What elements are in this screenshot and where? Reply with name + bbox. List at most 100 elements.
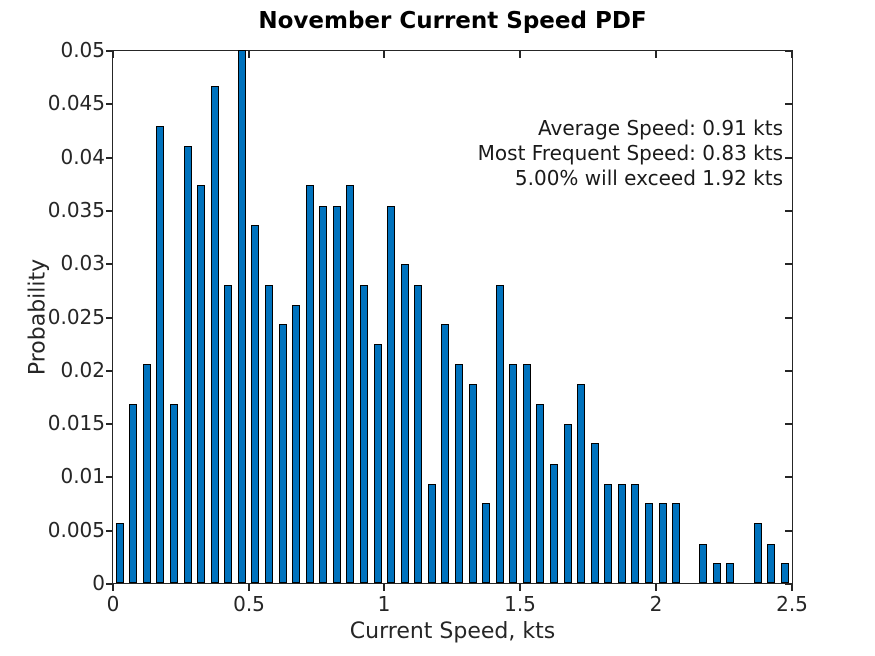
x-tick-label: 1 [377, 592, 391, 616]
y-tick [106, 263, 113, 265]
y-tick-label: 0 [92, 571, 105, 595]
histogram-bar [754, 523, 762, 583]
x-tick-label: 2.5 [776, 592, 808, 616]
y-axis-label: Probability [25, 258, 51, 376]
x-tick-mirror [112, 51, 114, 58]
y-tick-mirror [785, 157, 792, 159]
x-axis-label: Current Speed, kts [349, 619, 556, 644]
histogram-bar [428, 484, 436, 583]
y-tick [106, 370, 113, 372]
histogram-bar [129, 404, 137, 583]
histogram-bar [550, 464, 558, 583]
histogram-bar [645, 503, 653, 583]
x-tick [519, 584, 521, 591]
histogram-bar [781, 563, 789, 583]
histogram-bar [618, 484, 626, 583]
histogram-bar [482, 503, 490, 583]
histogram-bar [279, 324, 287, 583]
histogram-bar [713, 563, 721, 583]
x-tick-label: 0.5 [233, 592, 265, 616]
histogram-bar [156, 126, 164, 583]
y-tick [106, 583, 113, 585]
x-tick [112, 584, 114, 591]
x-tick [655, 584, 657, 591]
y-tick-label: 0.025 [47, 305, 105, 329]
y-tick-mirror [785, 50, 792, 52]
x-tick-label: 2 [649, 592, 663, 616]
histogram-bar [523, 364, 531, 583]
histogram-bar [455, 364, 463, 583]
histogram-bar [333, 206, 341, 583]
y-tick-label: 0.045 [47, 91, 105, 115]
histogram-bar [509, 364, 517, 583]
y-tick-mirror [785, 583, 792, 585]
y-tick [106, 50, 113, 52]
y-tick-label: 0.035 [47, 198, 105, 222]
histogram-bar [374, 344, 382, 583]
histogram-bar [211, 86, 219, 583]
y-tick [106, 317, 113, 319]
histogram-bar [292, 305, 300, 583]
histogram-bar [414, 285, 422, 583]
histogram-bar [238, 50, 246, 583]
y-tick-mirror [785, 423, 792, 425]
histogram-bar [143, 364, 151, 583]
y-tick [106, 476, 113, 478]
x-tick-mirror [383, 51, 385, 58]
y-tick [106, 423, 113, 425]
histogram-bar [441, 324, 449, 583]
y-tick-mirror [785, 370, 792, 372]
histogram-bar [387, 206, 395, 583]
histogram-bar [631, 484, 639, 583]
x-tick-mirror [248, 51, 250, 58]
x-tick-label: 0 [106, 592, 120, 616]
histogram-bar [116, 523, 124, 583]
y-tick-label: 0.04 [60, 145, 105, 169]
histogram-bar [197, 185, 205, 583]
y-tick-mirror [785, 103, 792, 105]
histogram-bar [591, 443, 599, 583]
x-tick-mirror [655, 51, 657, 58]
histogram-bar [496, 285, 504, 583]
histogram-bar [469, 384, 477, 583]
histogram-bar [767, 544, 775, 583]
histogram-bar [224, 285, 232, 583]
y-tick-mirror [785, 263, 792, 265]
histogram-bar [699, 544, 707, 583]
histogram-bar [536, 404, 544, 583]
y-tick-label: 0.02 [60, 358, 105, 382]
chart-title: November Current Speed PDF [258, 8, 647, 34]
annotation-line-average-speed: Average Speed: 0.91 kts [537, 116, 783, 140]
histogram-bar [265, 285, 273, 583]
x-tick-label: 1.5 [504, 592, 536, 616]
histogram-bar [604, 484, 612, 583]
y-tick-mirror [785, 210, 792, 212]
x-tick [248, 584, 250, 591]
stats-annotation: Average Speed: 0.91 kts Most Frequent Sp… [478, 116, 783, 191]
histogram-bar [346, 185, 354, 583]
y-tick-label: 0.01 [60, 464, 105, 488]
y-tick [106, 103, 113, 105]
histogram-bar [170, 404, 178, 583]
annotation-line-exceedance: 5.00% will exceed 1.92 kts [514, 166, 783, 190]
histogram-bar [577, 384, 585, 583]
y-tick [106, 157, 113, 159]
histogram-bar [360, 285, 368, 583]
histogram-bar [306, 185, 314, 583]
y-tick-mirror [785, 476, 792, 478]
y-tick [106, 210, 113, 212]
x-tick [383, 584, 385, 591]
x-tick-mirror [791, 51, 793, 58]
y-tick [106, 530, 113, 532]
y-tick-mirror [785, 530, 792, 532]
histogram-bar [659, 503, 667, 583]
histogram-bar [672, 503, 680, 583]
y-tick-label: 0.005 [47, 518, 105, 542]
histogram-bar [184, 146, 192, 583]
histogram-bar [726, 563, 734, 583]
histogram-bar [251, 225, 259, 583]
y-tick-label: 0.015 [47, 411, 105, 435]
y-tick-label: 0.03 [60, 251, 105, 275]
x-tick [791, 584, 793, 591]
